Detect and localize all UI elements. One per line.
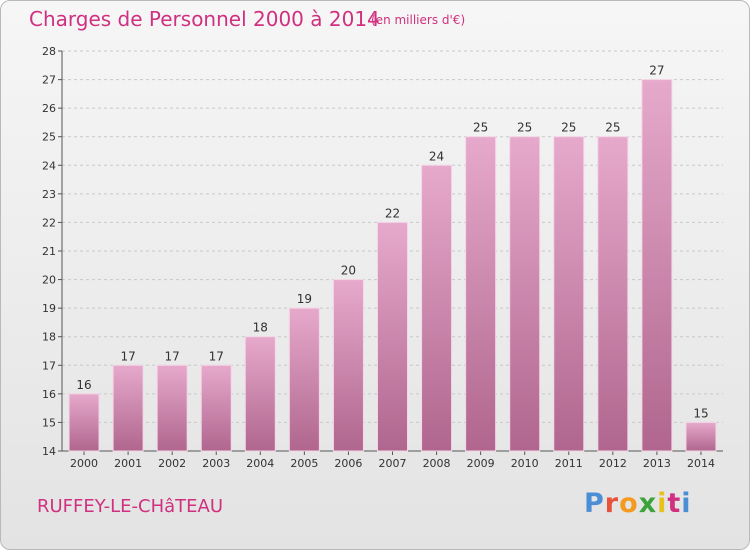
bars [68,79,717,452]
y-tick-label: 21 [42,245,56,258]
bar [112,364,144,452]
bar [509,136,541,452]
bar [156,364,188,452]
chart-title: Charges de Personnel 2000 à 2014 [29,7,380,31]
bar [244,336,276,452]
x-tick-label: 2013 [643,457,671,470]
y-tick-label: 16 [42,388,56,401]
y-tick-label: 22 [42,216,56,229]
bar-value-label: 16 [76,378,91,392]
bar [641,79,673,452]
bar [597,136,629,452]
bar-value-label: 15 [693,406,708,420]
bar [332,279,364,452]
y-tick-label: 15 [42,416,56,429]
x-tick-label: 2006 [334,457,362,470]
y-tick-label: 20 [42,274,56,287]
bar [68,393,100,452]
bar [200,364,232,452]
logo-letter: x [638,488,658,519]
bar [288,307,320,452]
x-tick-label: 2009 [467,457,495,470]
chart-subtitle: (en milliers d'€) [371,13,466,27]
y-tick-label: 28 [42,45,56,58]
y-tick-label: 27 [42,74,56,87]
x-tick-label: 2005 [290,457,318,470]
bar-value-label: 25 [605,121,620,135]
x-tick-label: 2012 [599,457,627,470]
x-tick-label: 2007 [379,457,407,470]
y-tick-label: 17 [42,359,56,372]
x-tick-label: 2014 [687,457,715,470]
bar-value-label: 17 [120,349,135,363]
y-tick-label: 26 [42,102,56,115]
bar-value-label: 22 [385,206,400,220]
x-tick-label: 2002 [158,457,186,470]
logo-letter: P [584,488,605,519]
y-tick-label: 25 [42,131,56,144]
place-name: RUFFEY-LE-CHâTEAU [37,496,224,517]
bar-value-label: 27 [649,64,664,78]
logo-letter: t [667,488,682,519]
bar-value-label: 25 [517,121,532,135]
x-tick-label: 2004 [246,457,274,470]
labels: 16 2000 17 2001 17 2002 17 2003 18 2004 19 2005 20 20… [70,64,715,470]
logo-letter: i [681,488,692,519]
x-tick-label: 2008 [423,457,451,470]
logo-letter: i [657,488,668,519]
y-tick-label: 19 [42,302,56,315]
y-tick-label: 14 [42,445,56,458]
logo-letter: r [604,488,620,519]
bar-value-label: 25 [473,121,488,135]
proxiti-logo[interactable]: Proxiti [584,488,692,519]
y-tick-label: 24 [42,159,56,172]
y-tick-label: 18 [42,331,56,344]
bar [377,221,408,452]
bar-value-label: 17 [209,349,224,363]
x-tick-label: 2000 [70,457,98,470]
bar-value-label: 18 [253,321,268,335]
bar [553,136,585,452]
bar-value-label: 17 [165,349,180,363]
bar [465,136,497,452]
bar [421,164,453,452]
logo-letter: o [619,488,639,519]
bar-value-label: 25 [561,121,576,135]
y-tick-label: 23 [42,188,56,201]
x-tick-label: 2003 [202,457,230,470]
x-tick-label: 2011 [555,457,583,470]
bar-value-label: 19 [297,292,312,306]
x-tick-label: 2010 [511,457,539,470]
bar-value-label: 24 [429,149,444,163]
bar-value-label: 20 [341,264,356,278]
x-tick-label: 2001 [114,457,142,470]
bar [685,421,717,452]
